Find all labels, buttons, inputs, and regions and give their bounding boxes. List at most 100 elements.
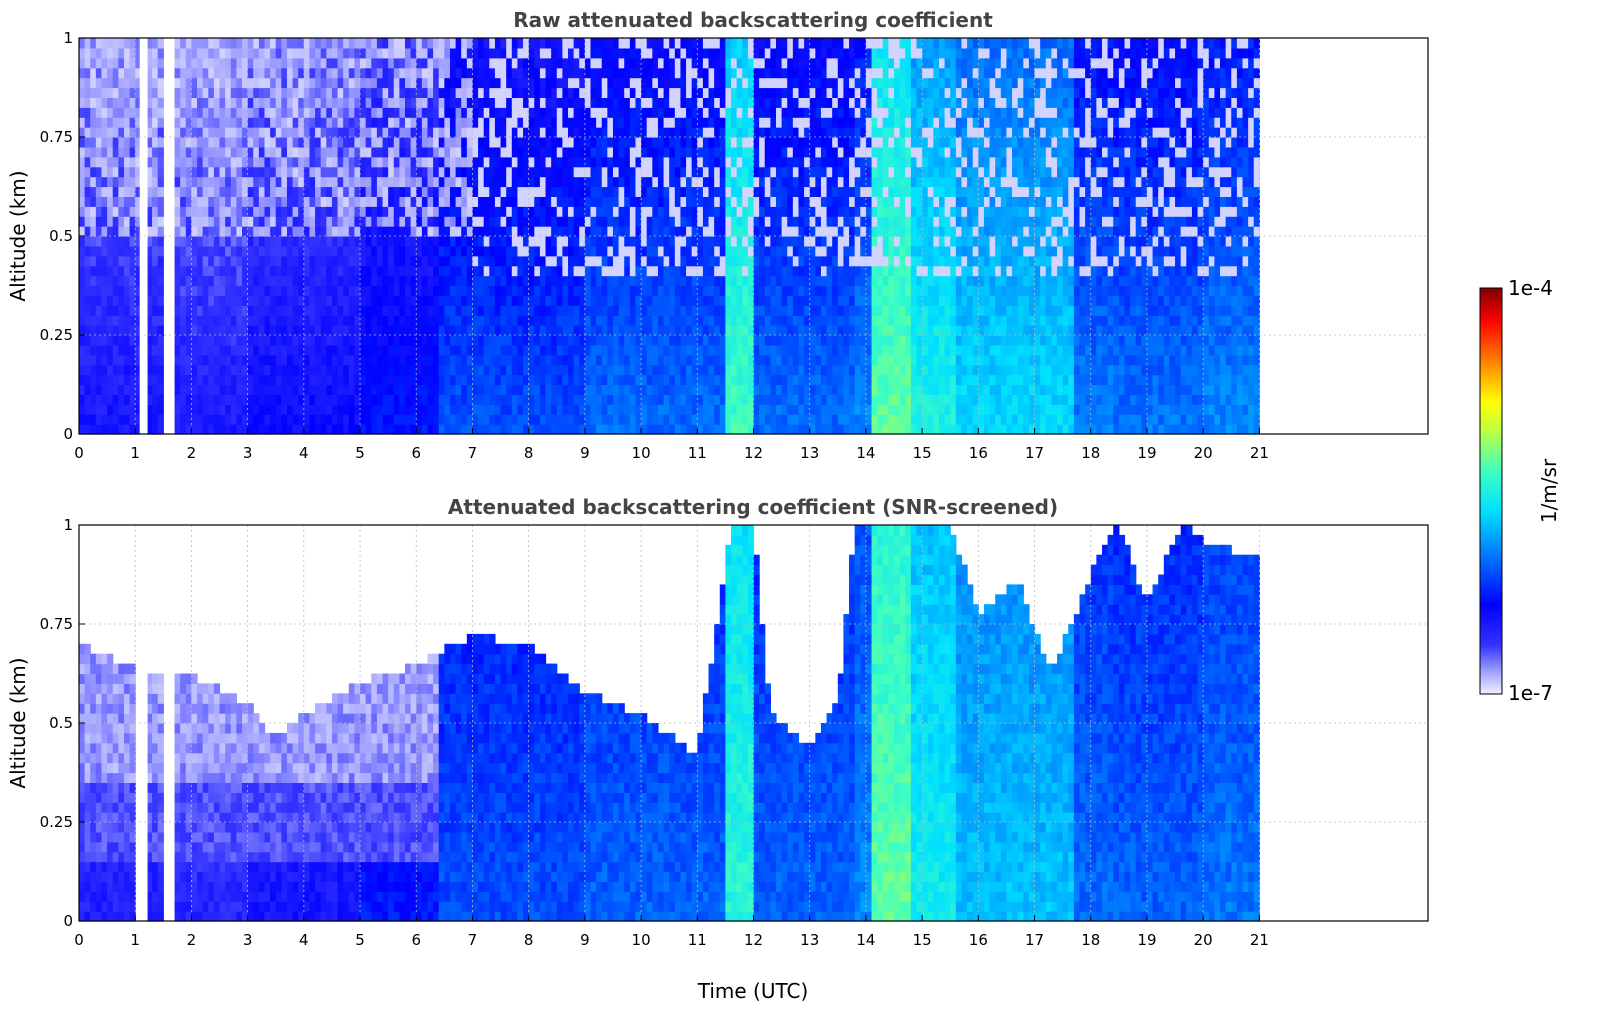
heatmap-cell (247, 354, 254, 366)
heatmap-cell (714, 424, 721, 435)
heatmap-cell (708, 226, 715, 237)
heatmap-cell (213, 236, 221, 247)
heatmap-cell (483, 364, 490, 376)
heatmap-cell (427, 374, 434, 386)
heatmap-cell (472, 196, 479, 207)
heatmap-cell (680, 226, 687, 237)
heatmap-cell (455, 325, 462, 336)
heatmap-cell (292, 226, 299, 237)
heatmap-cell (399, 47, 406, 59)
heatmap-cell (461, 156, 468, 168)
heatmap-cell (247, 226, 254, 237)
heatmap-cell (478, 57, 485, 69)
heatmap-cell (152, 166, 159, 178)
heatmap-cell (146, 295, 153, 306)
heatmap-cell (489, 295, 496, 306)
heatmap-cell (455, 146, 462, 158)
heatmap-cell (416, 97, 423, 108)
heatmap-cell (230, 394, 237, 405)
heatmap-cell (191, 38, 198, 49)
heatmap-cell (405, 335, 412, 346)
heatmap-cell (506, 107, 513, 118)
heatmap-cell (146, 255, 153, 267)
heatmap-cell (79, 384, 86, 395)
heatmap-cell (792, 206, 800, 217)
heatmap-cell (286, 57, 294, 69)
heatmap-cell (511, 196, 519, 207)
heatmap-cell (185, 146, 193, 158)
heatmap-cell (787, 196, 794, 207)
heatmap-cell (731, 384, 738, 395)
heatmap-cell (455, 285, 462, 296)
heatmap-cell (410, 186, 417, 197)
heatmap-cell (421, 206, 429, 217)
heatmap-cell (601, 315, 608, 326)
heatmap-cell (511, 166, 519, 178)
heatmap-cell (607, 67, 614, 79)
heatmap-cell (753, 47, 760, 59)
heatmap-cell (624, 265, 631, 277)
heatmap-cell (511, 364, 519, 376)
heatmap-cell (652, 127, 659, 138)
heatmap-cell (208, 47, 215, 59)
heatmap-cell (118, 374, 125, 386)
heatmap-cell (79, 414, 86, 425)
heatmap-cell (331, 127, 339, 138)
heatmap-cell (680, 146, 687, 158)
heatmap-cell (382, 325, 389, 336)
heatmap-cell (95, 38, 103, 49)
heatmap-cell (686, 384, 693, 395)
heatmap-cell (444, 364, 451, 376)
heatmap-cell (90, 394, 97, 405)
heatmap-cell (680, 137, 687, 148)
heatmap-cell (219, 285, 226, 296)
heatmap-cell (641, 236, 648, 247)
heatmap-cell (180, 325, 187, 336)
heatmap-cell (180, 335, 187, 346)
heatmap-cell (646, 216, 653, 227)
heatmap-cell (568, 38, 575, 49)
heatmap-cell (225, 166, 232, 178)
heatmap-cell (500, 117, 507, 128)
heatmap-cell (607, 236, 614, 247)
heatmap-cell (253, 384, 260, 395)
heatmap-cell (337, 384, 344, 395)
heatmap-cell (258, 404, 266, 415)
heatmap-cell (258, 394, 266, 405)
heatmap-cell (579, 226, 586, 237)
heatmap-cell (736, 176, 743, 188)
heatmap-cell (500, 335, 507, 346)
heatmap-cell (303, 186, 311, 197)
heatmap-cell (753, 206, 760, 217)
heatmap-cell (652, 47, 659, 59)
heatmap-cell (528, 107, 535, 118)
heatmap-cell (545, 216, 552, 227)
heatmap-cell (90, 206, 97, 217)
heatmap-cell (528, 295, 535, 306)
heatmap-cell (112, 196, 119, 207)
heatmap-cell (416, 394, 423, 405)
heatmap-cell (624, 236, 631, 247)
heatmap-cell (714, 57, 721, 69)
heatmap-cell (107, 67, 114, 79)
heatmap-cell (674, 255, 682, 267)
heatmap-cell (191, 404, 198, 415)
heatmap-cell (618, 146, 625, 158)
heatmap-cell (556, 87, 563, 98)
heatmap-cell (736, 117, 743, 128)
heatmap-cell (123, 364, 131, 376)
heatmap-cell (517, 156, 524, 168)
heatmap-cell (657, 77, 665, 89)
heatmap-cell (708, 196, 715, 207)
heatmap-cell (247, 295, 254, 306)
heatmap-cell (770, 57, 777, 69)
heatmap-cell (258, 295, 266, 306)
heatmap-cell (157, 305, 164, 316)
heatmap-cell (382, 146, 389, 158)
heatmap-cell (258, 265, 266, 277)
heatmap-cell (174, 57, 181, 69)
heatmap-cell (112, 216, 119, 227)
heatmap-cell (315, 107, 322, 118)
heatmap-cell (449, 196, 457, 207)
heatmap-cell (770, 107, 777, 118)
